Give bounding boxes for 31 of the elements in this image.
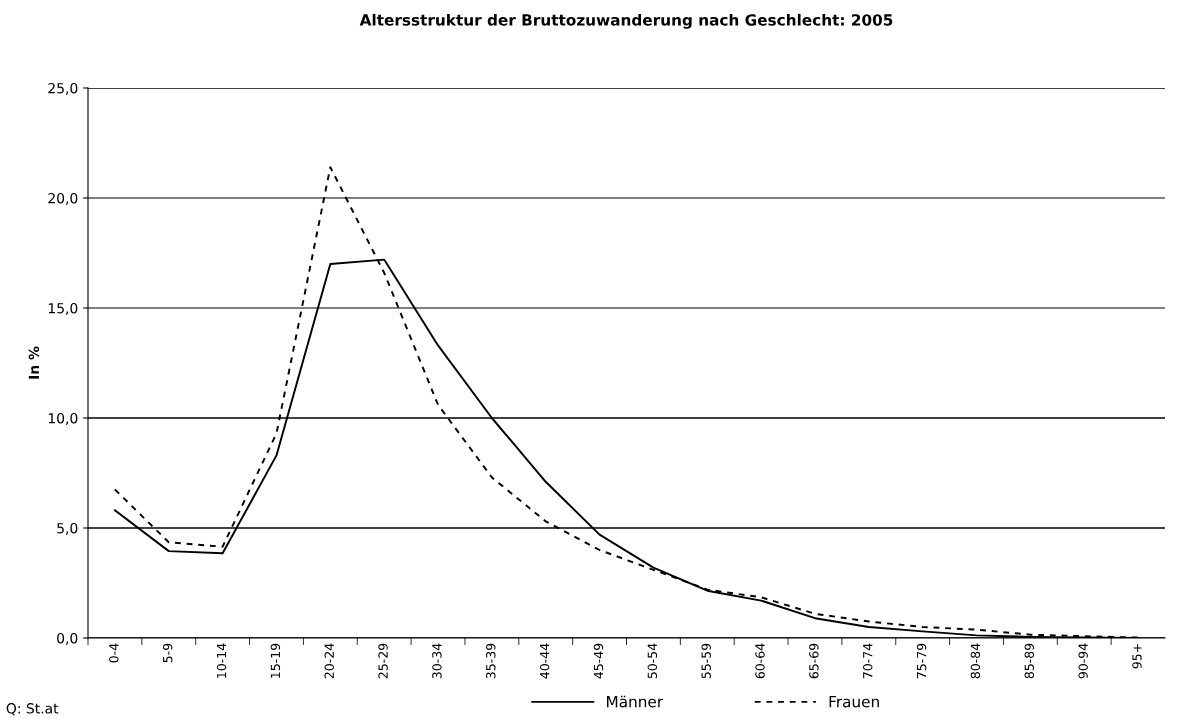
x-tick-label: 5-9 bbox=[162, 643, 173, 663]
x-tick-label: 60-64 bbox=[755, 643, 765, 679]
chart-title: Altersstruktur der Bruttozuwanderung nach Geschlecht: 2005 bbox=[359, 13, 893, 29]
text: Q: St.at bbox=[6, 703, 59, 716]
y-axis-title: In % bbox=[28, 346, 40, 379]
y-tick-label: 15,0 bbox=[48, 302, 78, 315]
x-tick-label: 20-24 bbox=[324, 643, 334, 679]
x-tick-label: 15-19 bbox=[270, 643, 281, 678]
x-tick-label: 0-4 bbox=[109, 643, 119, 663]
x-tick-label: 45-49 bbox=[593, 643, 604, 679]
x-tick-label: 50-54 bbox=[647, 643, 658, 679]
x-tick-label: 75-79 bbox=[916, 643, 927, 679]
legend-label: Männer bbox=[607, 695, 664, 708]
x-tick-label: 40-44 bbox=[539, 643, 550, 679]
y-tick-label: 25,0 bbox=[48, 82, 78, 95]
y-tick-label: 0,0 bbox=[57, 632, 78, 645]
y-tick-label: 5,0 bbox=[57, 522, 78, 535]
x-tick-label: 65-69 bbox=[809, 643, 819, 679]
y-tick-label: 20,0 bbox=[48, 192, 78, 205]
x-tick-label: 85-89 bbox=[1024, 643, 1034, 679]
x-tick-label: 55-59 bbox=[701, 643, 711, 679]
y-tick-label: 10,0 bbox=[48, 412, 78, 425]
x-tick-label: 90-94 bbox=[1078, 643, 1088, 679]
x-tick-label: 25-29 bbox=[378, 643, 388, 679]
x-tick-label: 80-84 bbox=[970, 643, 981, 679]
x-tick-label: 95+ bbox=[1132, 644, 1142, 669]
legend-label: Frauen bbox=[829, 696, 879, 708]
x-tick-label: 70-74 bbox=[863, 643, 873, 679]
x-tick-label: 10-14 bbox=[216, 643, 227, 678]
x-tick-label: 30-34 bbox=[432, 643, 442, 679]
x-tick-label: 35-39 bbox=[486, 643, 496, 679]
